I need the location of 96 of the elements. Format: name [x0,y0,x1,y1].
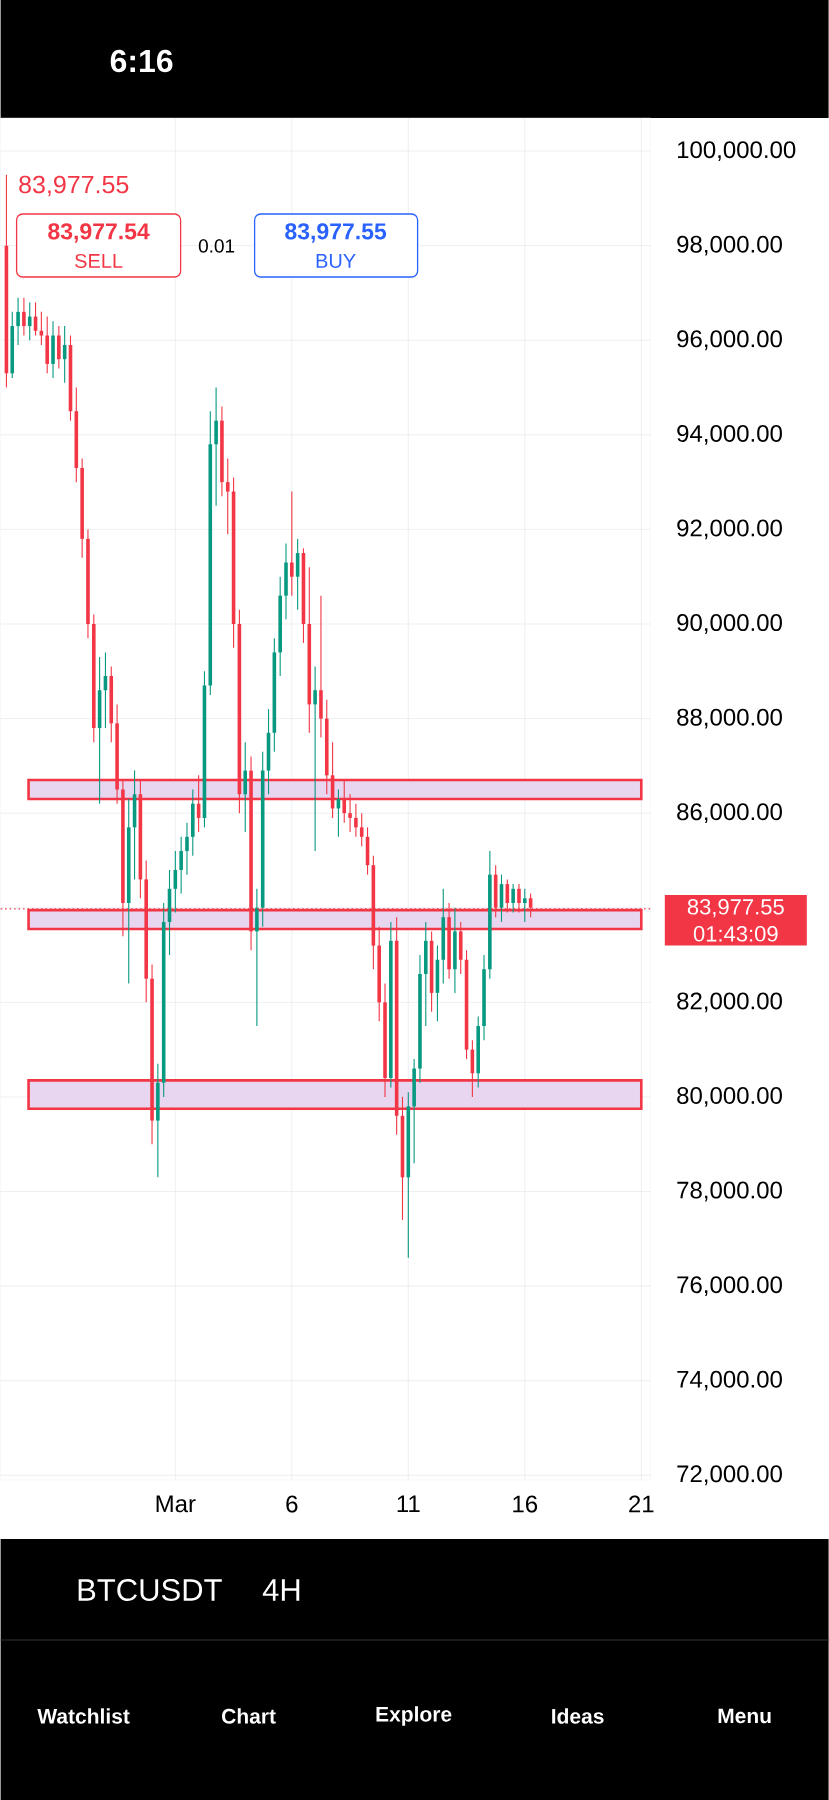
candlestick [388,921,393,1089]
y-tick-label: 76,000.00 [677,1276,782,1297]
candlestick [319,595,323,739]
candlestick [359,812,364,847]
annotation: 83,977.55 [19,175,129,197]
x-tick-label: Mar [156,1495,196,1513]
text: Chart [222,1708,276,1724]
candlestick [289,491,294,597]
candlestick [272,637,277,753]
x-tick-label: 6 [286,1495,298,1513]
candlestick [412,1058,416,1164]
y-tick-label: 86,000.00 [677,803,782,824]
candlestick [522,888,527,923]
candlestick [202,670,207,828]
candlestick [255,888,259,1027]
candlestick [27,301,32,341]
candlestick [74,386,79,483]
candlestick [57,325,61,370]
candlestick [86,528,90,639]
text: 6:16 [110,49,173,73]
candlestick [295,538,300,611]
candlestick [488,850,492,980]
candlestick [126,798,131,984]
text: Ideas [552,1708,604,1724]
candlestick [284,543,288,620]
y-tick-label: 82,000.00 [677,992,782,1013]
y-tick-label: 72,000.00 [677,1465,782,1486]
candlestick [423,921,428,1027]
y-tick-label: 98,000.00 [677,235,782,256]
x-tick-label: 21 [629,1495,654,1513]
candlestick [179,836,183,895]
candlestick [406,1091,411,1259]
candlestick [68,334,73,422]
annotation: 0.01 [198,239,235,253]
candlestick [435,945,440,1022]
candlestick [441,888,446,984]
candlestick [243,741,247,833]
candlestick [97,656,102,805]
text: Explore [376,1706,452,1726]
annotation: SELL [75,253,123,269]
candlestick [167,869,172,956]
candlestick [476,1015,480,1089]
y-tick-label: 78,000.00 [677,1181,782,1202]
y-tick-label: 88,000.00 [677,708,782,729]
candlestick [22,297,26,337]
candlestick [307,566,312,734]
x-tick-label: 11 [397,1495,420,1513]
candlestick [91,613,96,743]
y-tick-label: 74,000.00 [677,1370,782,1391]
candlestick [354,803,358,838]
candlestick [225,457,230,535]
text: Menu [718,1708,771,1724]
candlestick [260,751,265,928]
candlestick [453,907,457,994]
candlestick [499,874,504,923]
annotation: BUY [316,254,356,268]
candlestick [16,297,20,346]
candlestick [173,850,178,914]
annotation: 83,977.54 [48,223,150,243]
candlestick [51,320,55,379]
y-tick-label: 100,000.00 [677,141,796,161]
candlestick [220,405,224,497]
candlestick [278,576,282,677]
candlestick [45,316,49,374]
y-tick-label: 90,000.00 [677,614,782,634]
annotation: 83,977.55 [285,223,387,243]
y-tick-label: 94,000.00 [677,424,782,445]
candlestick [418,954,422,1084]
candlestick [266,708,271,795]
x-tick-label: 16 [513,1495,538,1513]
candlestick [214,386,218,507]
y-tick-label: 80,000.00 [677,1087,782,1107]
candlestick [190,788,195,857]
candlestick [313,666,317,852]
candlestick [482,954,486,1041]
candlestick [231,476,236,649]
candlestick [511,883,515,914]
text: BTCUSDT [78,1579,222,1601]
ref-line-label: 83,977.55 [687,899,784,918]
candlestick [161,902,166,1098]
candlestick [301,547,306,644]
y-tick-label: 92,000.00 [677,519,782,540]
candlestick [185,822,189,876]
candlestick [4,174,9,389]
y-tick-label: 96,000.00 [677,330,782,351]
text: 01:43:09 [693,926,778,942]
candlestick [132,770,137,880]
text: Watchlist [37,1708,130,1724]
candlestick [365,826,370,876]
candlestick [10,311,14,379]
candlestick [208,410,213,696]
candlestick [109,666,114,743]
candlestick [156,1063,160,1178]
candlestick [464,949,469,1060]
candlestick [80,457,84,559]
text: 4H [262,1579,300,1601]
